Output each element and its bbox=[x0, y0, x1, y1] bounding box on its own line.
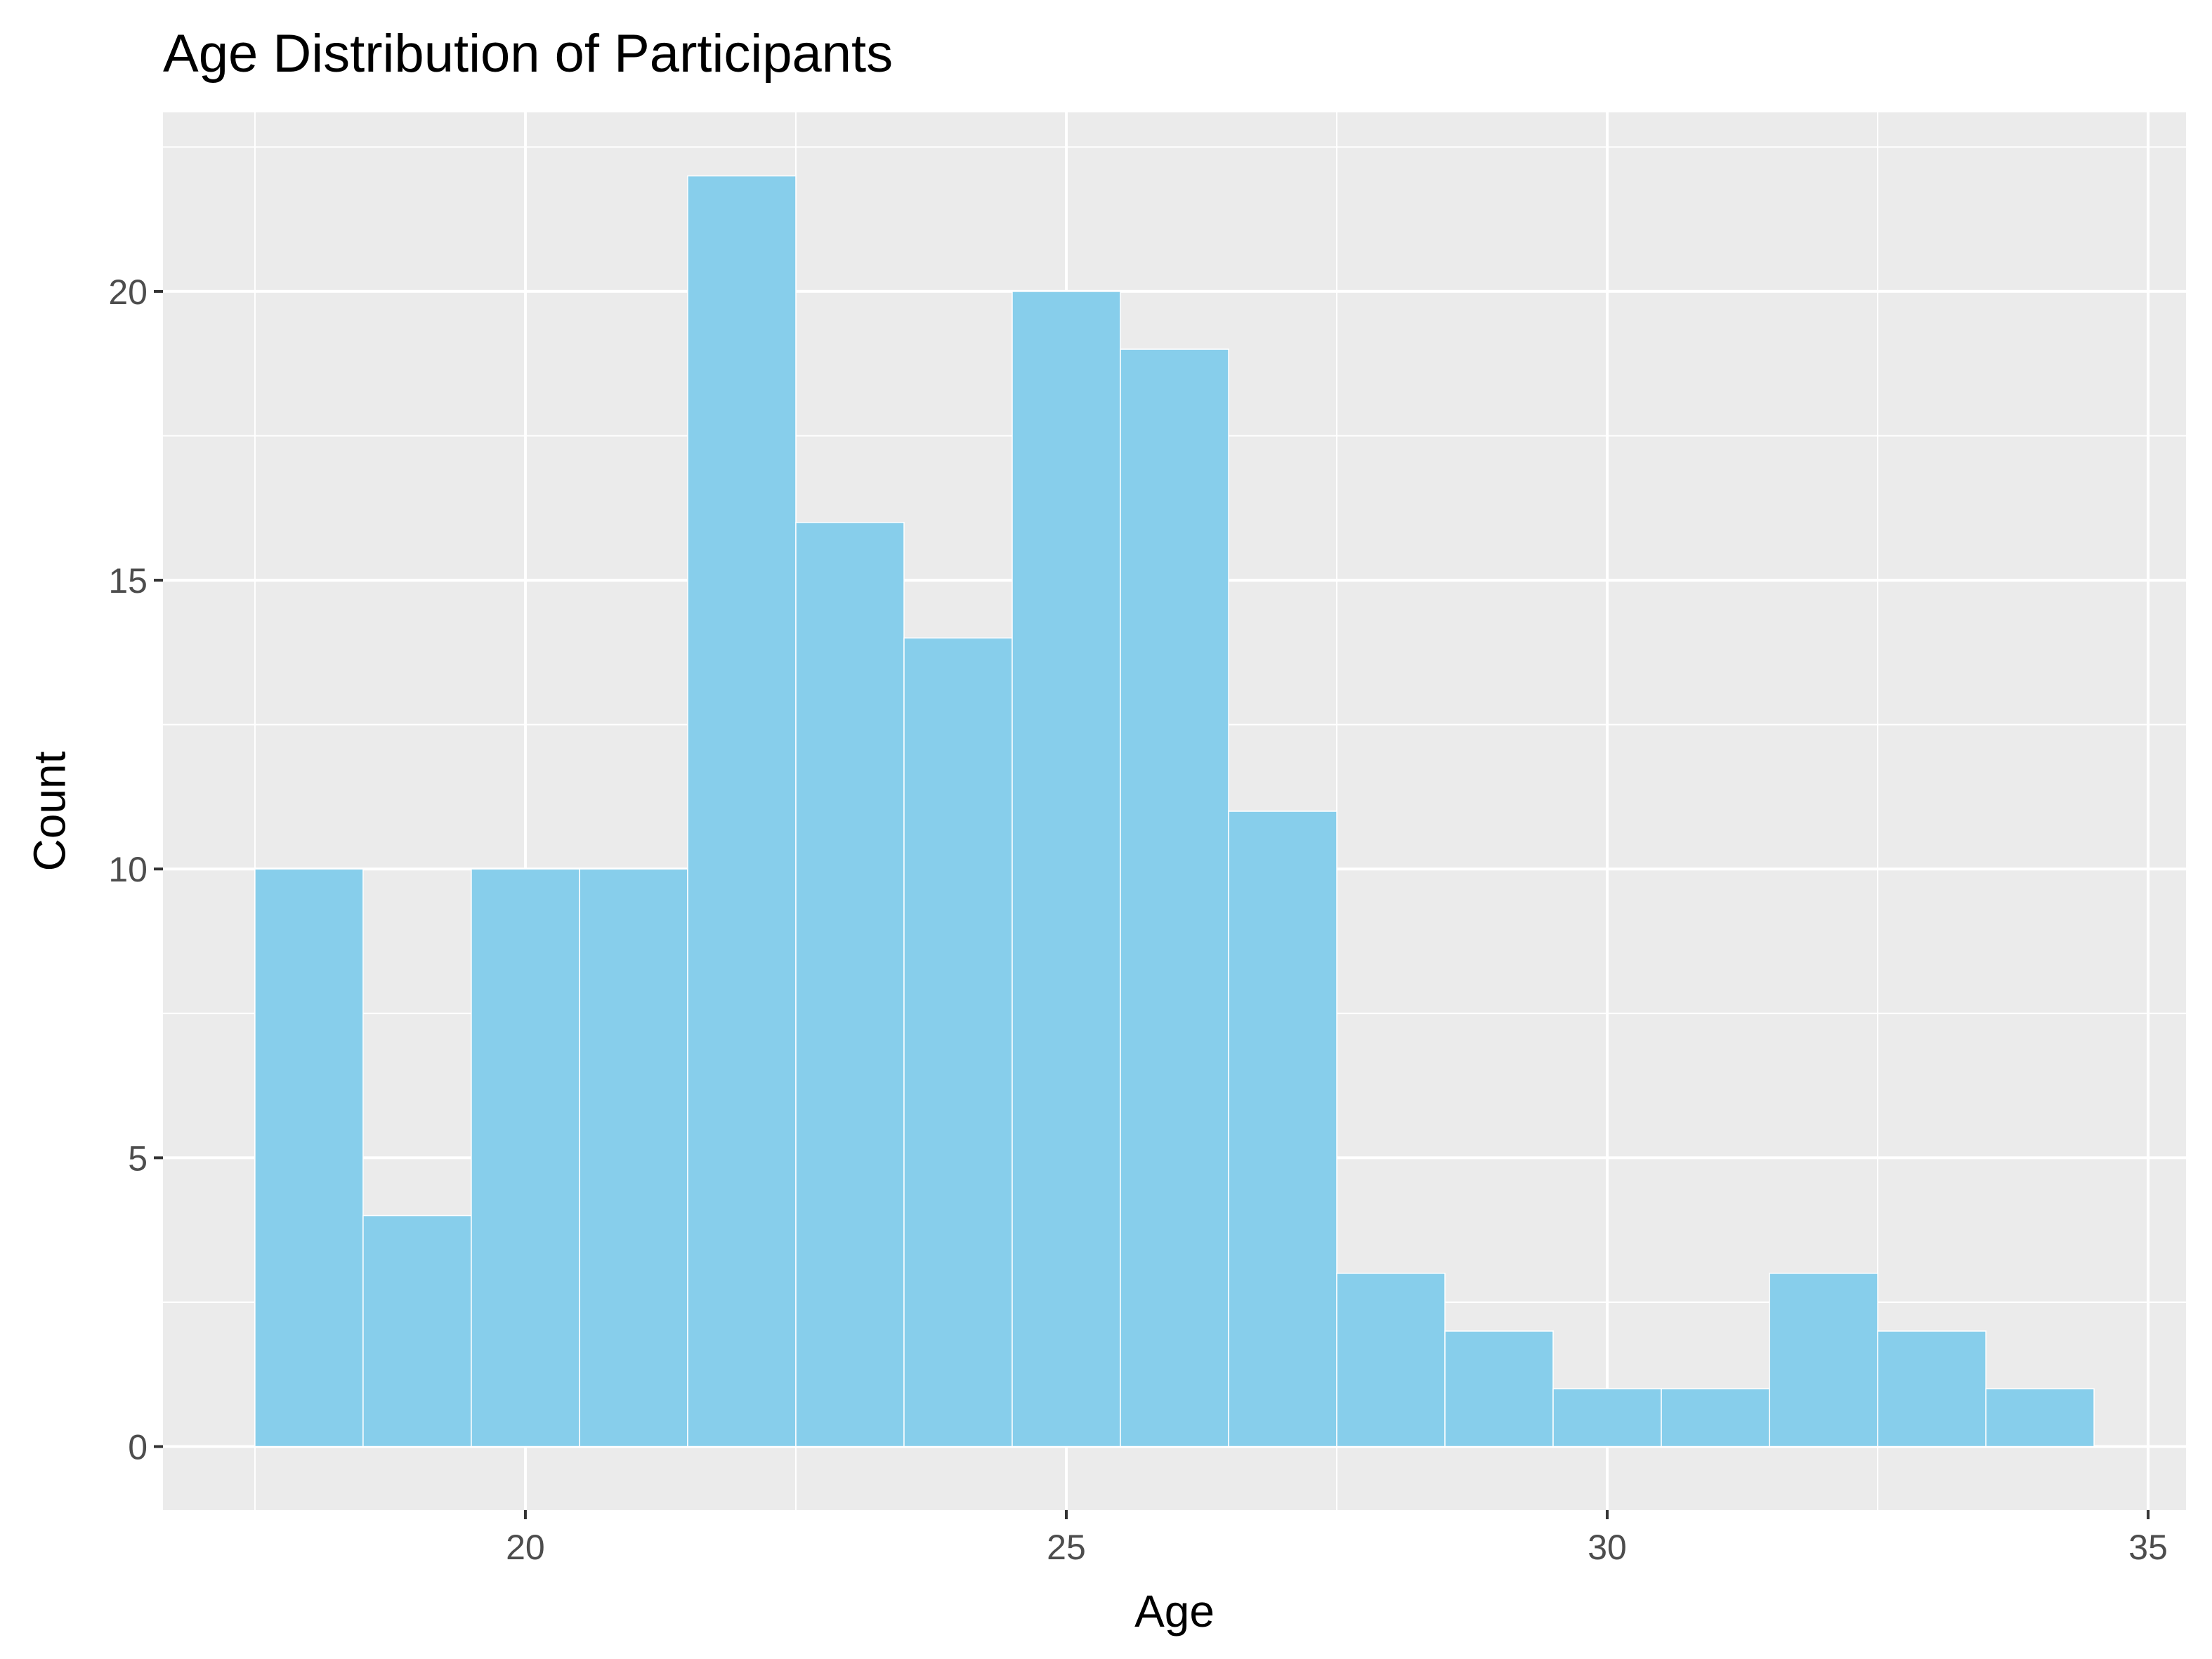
x-axis: 20 25 30 35 bbox=[506, 1510, 2168, 1567]
x-tick-label: 25 bbox=[1047, 1528, 1086, 1567]
histogram-bar bbox=[687, 175, 797, 1448]
histogram-bar bbox=[1444, 1330, 1554, 1448]
histogram-bar bbox=[1120, 348, 1229, 1448]
histogram-bar bbox=[1769, 1273, 1878, 1448]
histogram-bar bbox=[1228, 811, 1337, 1448]
histogram-bar bbox=[471, 868, 580, 1448]
y-axis: 0 5 10 15 20 bbox=[108, 273, 163, 1467]
histogram-bar bbox=[795, 522, 905, 1448]
histogram-bar bbox=[1985, 1388, 2095, 1448]
histogram-bar bbox=[903, 637, 1013, 1448]
y-tick-label: 15 bbox=[108, 561, 148, 601]
histogram-bar bbox=[1336, 1273, 1446, 1448]
histogram-bars bbox=[254, 175, 2095, 1448]
y-axis-title: Count bbox=[24, 751, 74, 871]
y-tick-label: 20 bbox=[108, 273, 148, 312]
histogram-bar bbox=[254, 868, 364, 1448]
y-tick-label: 10 bbox=[108, 850, 148, 889]
chart-title: Age Distribution of Participants bbox=[163, 24, 893, 84]
x-axis-title: Age bbox=[1134, 1586, 1215, 1637]
y-tick-label: 5 bbox=[128, 1139, 148, 1178]
histogram-bar bbox=[1012, 291, 1121, 1448]
x-tick-label: 35 bbox=[2128, 1528, 2168, 1567]
y-tick-label: 0 bbox=[128, 1428, 148, 1467]
histogram-bar bbox=[1877, 1330, 1987, 1448]
histogram-bar bbox=[1661, 1388, 1770, 1448]
histogram-bar bbox=[579, 868, 688, 1448]
histogram-bar bbox=[1552, 1388, 1662, 1448]
x-tick-label: 20 bbox=[506, 1528, 545, 1567]
x-tick-label: 30 bbox=[1588, 1528, 1627, 1567]
histogram-bar bbox=[362, 1214, 472, 1448]
